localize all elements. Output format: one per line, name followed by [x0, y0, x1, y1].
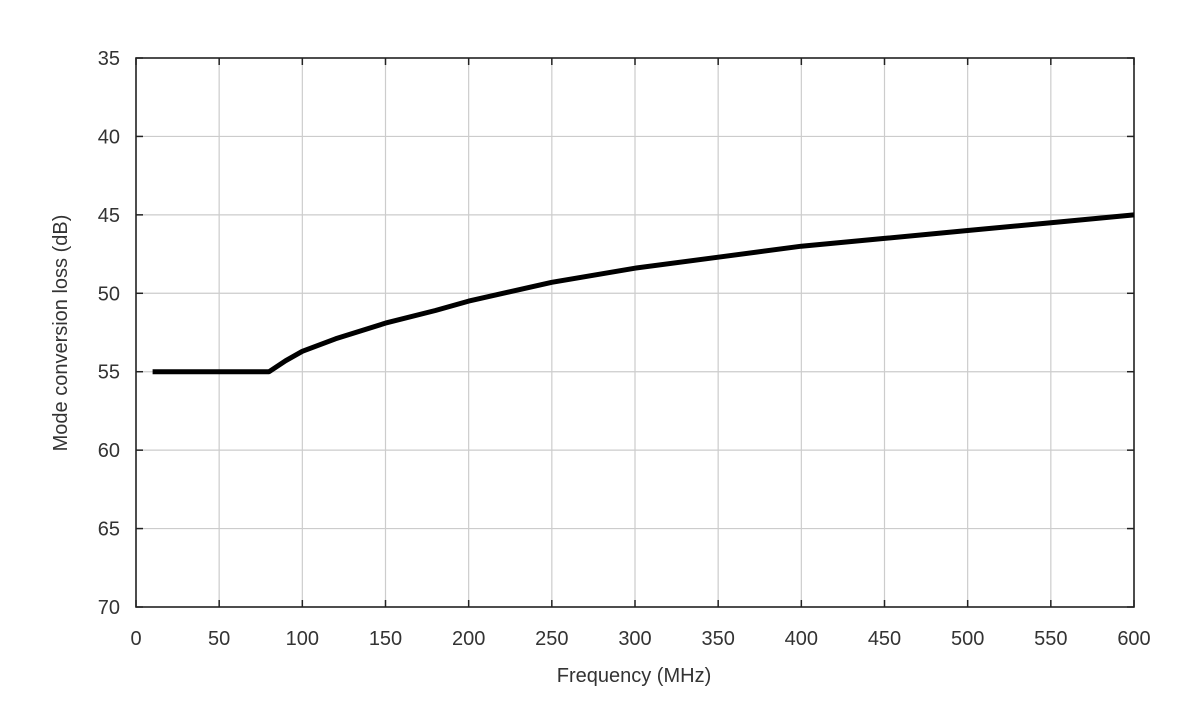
grid-lines — [136, 58, 1134, 607]
plot-border — [135, 57, 1135, 608]
y-tick-label: 45 — [98, 205, 120, 227]
x-tick-label: 100 — [286, 628, 319, 650]
x-tick-label: 450 — [868, 628, 901, 650]
y-tick-label: 35 — [98, 48, 120, 70]
x-tick-label: 400 — [785, 628, 818, 650]
x-axis-label: Frequency (MHz) — [557, 665, 711, 687]
x-tick-label: 300 — [618, 628, 651, 650]
y-tick-label: 50 — [98, 283, 120, 305]
y-tick-label: 55 — [98, 362, 120, 384]
x-tick-label: 600 — [1117, 628, 1150, 650]
y-tick-labels: 35 40 45 50 55 60 65 70 — [98, 48, 120, 619]
y-axis-label: Mode conversion loss (dB) — [50, 215, 72, 452]
x-tick-label: 200 — [452, 628, 485, 650]
x-tick-label: 550 — [1034, 628, 1067, 650]
x-tick-label: 0 — [130, 628, 141, 650]
plot-frame — [135, 57, 1135, 608]
y-tick-label: 70 — [98, 597, 120, 619]
y-tick-label: 65 — [98, 519, 120, 541]
y-tick-label: 40 — [98, 126, 120, 148]
x-tick-label: 150 — [369, 628, 402, 650]
x-tick-label: 50 — [208, 628, 230, 650]
series-line — [152, 212, 1135, 375]
x-tick-label: 250 — [535, 628, 568, 650]
x-tick-labels: 0 50 100 150 200 250 300 350 400 450 500 550 600 — [130, 628, 1150, 650]
y-tick-label: 60 — [98, 440, 120, 462]
x-tick-label: 350 — [701, 628, 734, 650]
x-tick-label: 500 — [951, 628, 984, 650]
series-layer — [152, 212, 1135, 375]
